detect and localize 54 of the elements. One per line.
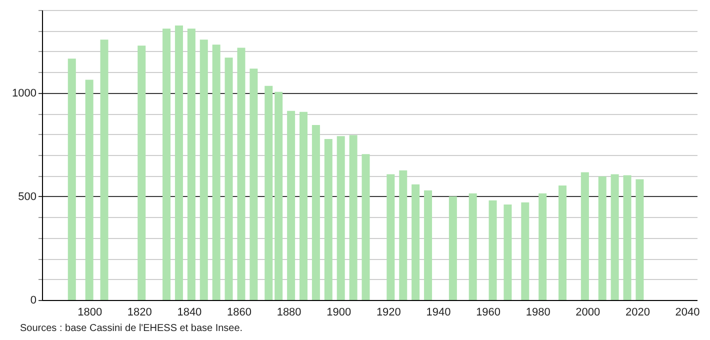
bar <box>598 176 606 300</box>
bar <box>636 179 644 300</box>
bar <box>504 204 512 300</box>
bar <box>448 196 457 300</box>
y-tick-label: 500 <box>18 190 36 203</box>
x-tick-label: 2000 <box>576 306 600 318</box>
bar <box>623 175 632 300</box>
bar <box>424 190 432 300</box>
source-note: Sources : base Cassini de l'EHESS et base Insee. <box>20 323 243 334</box>
x-tick-label: 1960 <box>476 306 501 318</box>
bar <box>174 26 183 300</box>
x-tick-label: 2040 <box>675 306 700 318</box>
bar <box>558 185 567 300</box>
bar <box>468 193 477 300</box>
bar <box>224 58 233 300</box>
bar <box>412 184 420 300</box>
bar <box>200 40 208 300</box>
bar <box>264 86 273 300</box>
bar <box>521 202 530 300</box>
x-tick-label: 2020 <box>625 306 650 318</box>
bar <box>386 174 395 300</box>
bar <box>312 124 320 300</box>
x-tick-label: 1880 <box>276 306 302 318</box>
x-tick-label: 1800 <box>78 306 102 318</box>
bar <box>336 136 345 300</box>
bar <box>287 110 296 300</box>
bar <box>85 80 94 300</box>
x-tick-label: 1900 <box>326 306 352 318</box>
bar <box>274 92 283 300</box>
bar <box>538 193 547 300</box>
bar <box>362 154 370 300</box>
x-tick-label: 1840 <box>177 306 202 318</box>
bar <box>488 200 497 300</box>
y-tick-label: 0 <box>30 294 36 306</box>
bar <box>212 44 220 300</box>
bar <box>250 68 258 300</box>
x-tick-label: 1940 <box>426 306 451 318</box>
bar <box>187 28 196 300</box>
bar <box>610 174 619 300</box>
bar <box>138 46 146 300</box>
bar <box>580 172 589 300</box>
bar <box>349 135 358 300</box>
x-tick-label: 1820 <box>127 306 152 318</box>
bar <box>68 58 76 300</box>
x-tick-label: 1920 <box>376 306 401 318</box>
bar <box>300 112 308 300</box>
y-tick-label: 1000 <box>12 87 36 100</box>
x-tick-label: 1860 <box>227 306 252 318</box>
bar <box>237 48 246 300</box>
x-tick-label: 1980 <box>526 306 550 318</box>
bar <box>100 40 108 300</box>
bar <box>399 170 408 300</box>
bar <box>162 28 171 300</box>
bar <box>324 139 332 300</box>
